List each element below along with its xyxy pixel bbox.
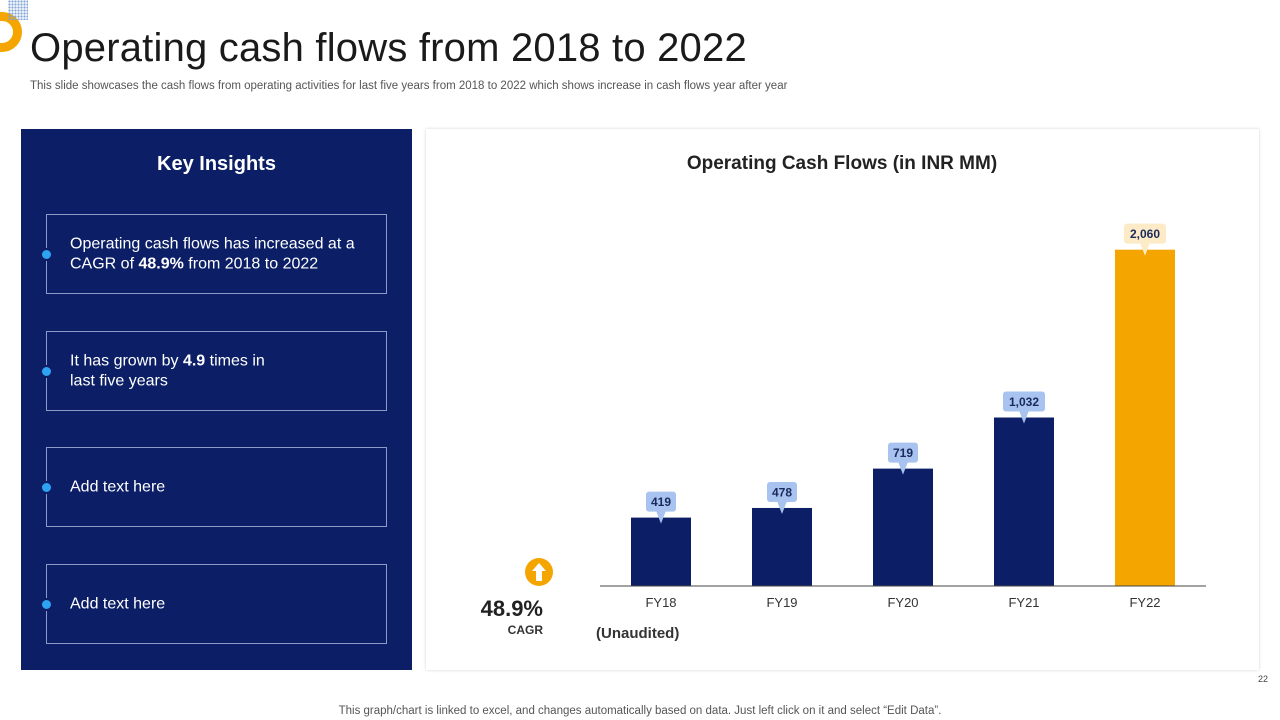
x-tick-label-FY19: FY19 bbox=[766, 595, 797, 610]
data-label-bubble bbox=[1003, 391, 1045, 412]
chart-panel: Operating Cash Flows (in INR MM) 419 478 7… bbox=[426, 129, 1259, 670]
key-insights-title: Key Insights bbox=[157, 153, 276, 175]
data-label-value: 2,060 bbox=[1130, 227, 1160, 241]
cagr-label: CAGR bbox=[508, 623, 544, 637]
bar-FY18[interactable] bbox=[631, 517, 691, 586]
logo-dot-pattern bbox=[8, 0, 28, 20]
data-label-bubble bbox=[646, 491, 676, 512]
bar-FY21[interactable] bbox=[994, 417, 1054, 586]
data-label-value: 419 bbox=[651, 495, 671, 509]
insight-text-2[interactable]: It has grown by 4.9 times in last five y… bbox=[70, 352, 285, 391]
data-label-pointer bbox=[1140, 242, 1150, 256]
data-label-bubble bbox=[888, 442, 918, 463]
data-label-pointer bbox=[1019, 410, 1029, 424]
page-title: Operating cash flows from 2018 to 2022 bbox=[30, 26, 747, 70]
x-tick-label-FY20: FY20 bbox=[887, 595, 918, 610]
insight-box-3[interactable]: Add text here bbox=[40, 447, 387, 527]
data-label-value: 719 bbox=[893, 446, 913, 460]
bar-FY22[interactable] bbox=[1115, 249, 1175, 586]
data-label-value: 478 bbox=[772, 485, 792, 499]
data-label-pointer bbox=[656, 510, 666, 524]
cagr-value: 48.9% bbox=[481, 596, 543, 621]
unaudited-note: (Unaudited) bbox=[596, 625, 679, 642]
page-subtitle: This slide showcases the cash flows from… bbox=[30, 80, 788, 92]
cagr-kpi: 48.9% CAGR bbox=[481, 558, 553, 637]
data-label-FY18: 419 bbox=[646, 491, 676, 524]
insight-box-4[interactable]: Add text here bbox=[40, 564, 387, 644]
insight-text-bold: 48.9% bbox=[138, 255, 184, 272]
insight-box-2[interactable]: It has grown by 4.9 times in last five y… bbox=[40, 331, 387, 411]
data-label-FY22: 2,060 bbox=[1124, 223, 1166, 256]
key-insights-panel: Key Insights Operating cash flows has in… bbox=[21, 129, 412, 670]
data-label-bubble bbox=[1124, 223, 1166, 244]
arrow-up-glyph bbox=[532, 563, 546, 581]
insight-text-4[interactable]: Add text here bbox=[70, 594, 360, 614]
data-label-pointer bbox=[777, 500, 787, 514]
insight-text-plain: from 2018 to 2022 bbox=[183, 255, 319, 272]
bars-layer: 419 478 719 1,032 2,060 bbox=[631, 223, 1175, 586]
x-axis-labels: FY18 FY19 FY20 FY21 FY22 bbox=[645, 595, 1160, 610]
bullet-dot-icon bbox=[40, 481, 53, 494]
insight-text-plain: Operating cash flows has increased at a … bbox=[70, 235, 355, 273]
chart-title: Operating Cash Flows (in INR MM) bbox=[687, 153, 997, 174]
bullet-dot-icon bbox=[40, 248, 53, 261]
insight-text-plain: Add text here bbox=[70, 595, 166, 613]
data-label-pointer bbox=[898, 461, 908, 475]
data-label-value: 1,032 bbox=[1009, 395, 1039, 409]
bar-FY20[interactable] bbox=[873, 468, 933, 586]
data-label-FY21: 1,032 bbox=[1003, 391, 1045, 424]
x-tick-label-FY18: FY18 bbox=[645, 595, 676, 610]
insight-box-1[interactable]: Operating cash flows has increased at a … bbox=[40, 214, 387, 294]
bar-FY19[interactable] bbox=[752, 507, 812, 586]
insight-text-plain: times in last five years bbox=[70, 352, 265, 390]
x-tick-label-FY22: FY22 bbox=[1129, 595, 1160, 610]
bullet-dot-icon bbox=[40, 365, 53, 378]
data-label-bubble bbox=[767, 481, 797, 502]
insight-text-plain: It has grown by bbox=[70, 352, 183, 370]
insight-text-3[interactable]: Add text here bbox=[70, 477, 360, 497]
footnote: This graph/chart is linked to excel, and… bbox=[338, 705, 942, 717]
data-label-FY20: 719 bbox=[888, 442, 918, 475]
x-tick-label-FY21: FY21 bbox=[1008, 595, 1039, 610]
bar-chart[interactable]: Operating Cash Flows (in INR MM) 419 478 7… bbox=[426, 129, 1259, 670]
bullet-dot-icon bbox=[40, 598, 53, 611]
page-number: 22 bbox=[1257, 674, 1268, 684]
insight-text-bold: 4.9 bbox=[182, 352, 206, 370]
data-label-FY19: 478 bbox=[767, 481, 797, 514]
insight-text-plain: Add text here bbox=[70, 478, 166, 496]
insight-text-1[interactable]: Operating cash flows has increased at a … bbox=[70, 235, 360, 274]
